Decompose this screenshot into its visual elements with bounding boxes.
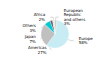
svg-text:Africa: Africa bbox=[33, 12, 46, 18]
svg-text:Republic: Republic bbox=[63, 12, 81, 18]
svg-text:Japan: Japan bbox=[24, 34, 36, 40]
svg-text:Europe: Europe bbox=[78, 35, 93, 41]
svg-text:Americas: Americas bbox=[28, 45, 47, 51]
svg-text:and others: and others bbox=[63, 16, 86, 22]
svg-text:3%: 3% bbox=[30, 28, 37, 33]
svg-text:3%: 3% bbox=[64, 21, 71, 26]
svg-text:Others: Others bbox=[22, 23, 36, 29]
svg-text:7%: 7% bbox=[29, 39, 36, 44]
svg-text:European: European bbox=[63, 7, 83, 13]
svg-text:58%: 58% bbox=[79, 40, 88, 45]
svg-text:2%: 2% bbox=[39, 17, 46, 22]
svg-text:27%: 27% bbox=[38, 50, 47, 55]
